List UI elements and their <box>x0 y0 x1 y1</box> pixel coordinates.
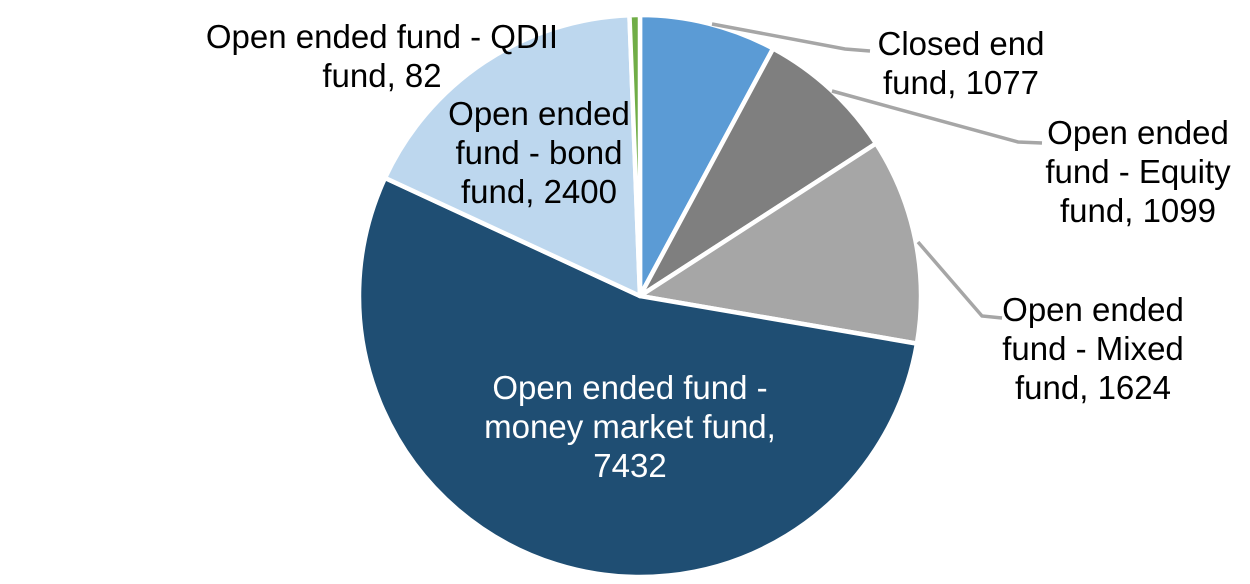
pie-slice-closed-end-fund <box>637 12 776 299</box>
pie-slice-open-ended-fund-money-market-fund <box>356 175 920 580</box>
leader-line-open-ended-fund-mixed-fund <box>916 240 1003 320</box>
pie-slice-open-ended-fund-equity-fund <box>637 46 879 299</box>
leader-line-closed-end-fund <box>711 22 871 53</box>
pie-slice-open-ended-fund-mixed-fund <box>637 141 924 346</box>
pie-slice-open-ended-fund-bond-fund <box>382 12 643 299</box>
pie-slice-open-ended-fund-qdii-fund <box>627 12 643 299</box>
leader-line-open-ended-fund-equity-fund <box>831 89 1043 145</box>
